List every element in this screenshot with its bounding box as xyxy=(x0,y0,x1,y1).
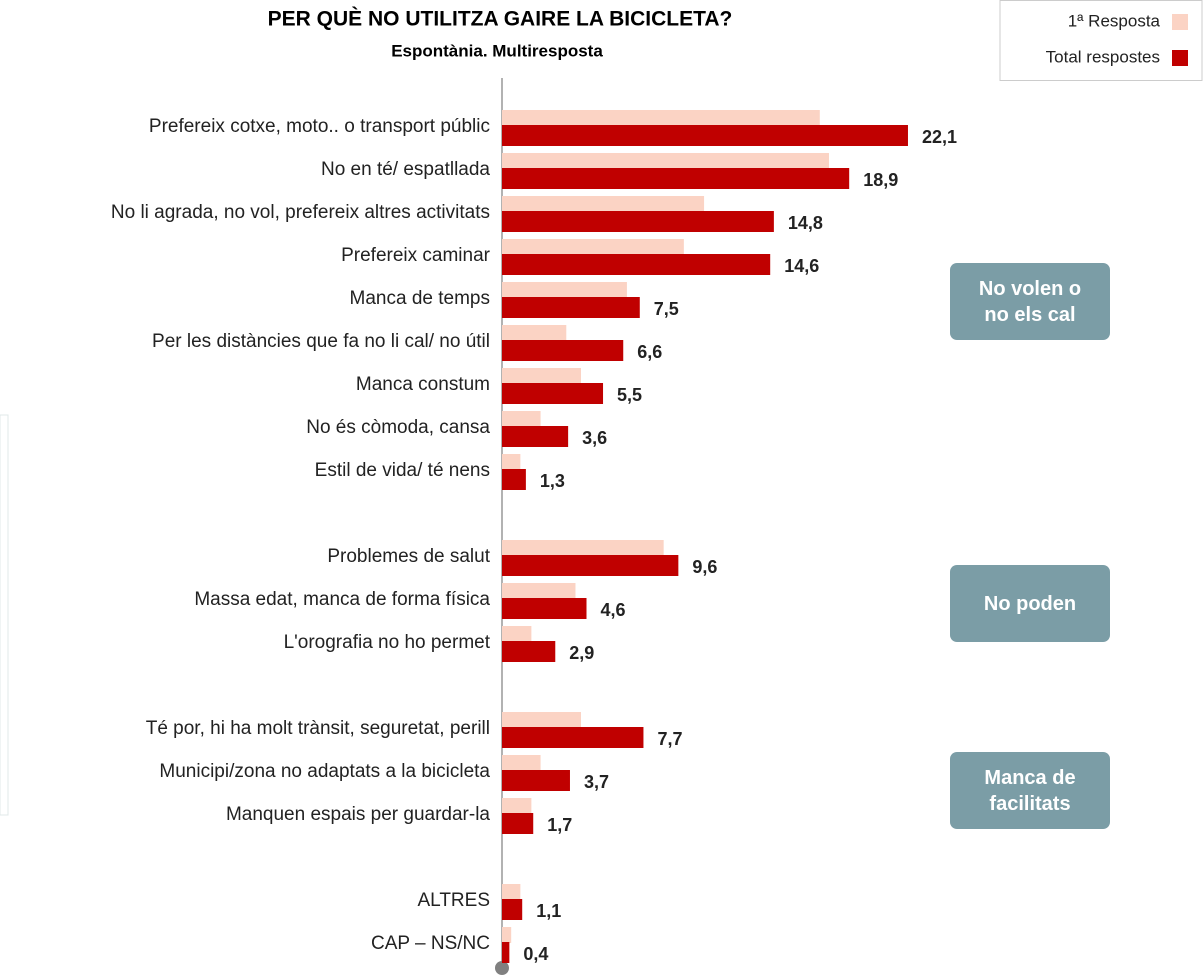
value-label: 14,6 xyxy=(784,256,819,276)
category-label: Prefereix cotxe, moto.. o transport públ… xyxy=(149,116,490,137)
value-label: 1,1 xyxy=(536,901,561,921)
bar-total xyxy=(502,426,569,447)
category-label: Estil de vida/ té nens xyxy=(315,460,490,481)
value-label: 3,7 xyxy=(584,772,609,792)
value-label: 22,1 xyxy=(922,127,957,147)
bar-total xyxy=(502,813,534,834)
legend-swatch xyxy=(1172,50,1188,66)
bar-first xyxy=(502,712,581,728)
category-label: No en té/ espatllada xyxy=(321,159,490,180)
bar-first xyxy=(502,368,581,384)
bar-first xyxy=(502,626,532,642)
value-label: 1,3 xyxy=(540,471,565,491)
bar-total xyxy=(502,383,604,404)
category-label: Massa edat, manca de forma física xyxy=(194,589,490,610)
category-label: Té por, hi ha molt trànsit, seguretat, p… xyxy=(146,718,490,739)
bar-first xyxy=(502,239,684,255)
bar-total xyxy=(502,168,850,189)
value-label: 9,6 xyxy=(692,557,717,577)
category-label: ALTRES xyxy=(417,890,490,911)
value-label: 3,6 xyxy=(582,428,607,448)
category-label: Problemes de salut xyxy=(327,546,490,567)
category-label: No li agrada, no vol, prefereix altres a… xyxy=(111,202,490,223)
bar-total xyxy=(502,727,644,748)
group-label: Manca de facilitats xyxy=(950,752,1110,829)
category-label: No és còmoda, cansa xyxy=(306,417,490,438)
value-label: 5,5 xyxy=(617,385,642,405)
bar-first xyxy=(502,884,521,900)
group-label: No volen o no els cal xyxy=(950,263,1110,340)
bar-total xyxy=(502,125,908,146)
chart-subtitle: Espontània. Multiresposta xyxy=(391,41,603,60)
value-label: 4,6 xyxy=(601,600,626,620)
bar-total xyxy=(502,598,587,619)
category-label: L'orografia no ho permet xyxy=(284,632,491,653)
category-label: Prefereix caminar xyxy=(341,245,491,266)
bar-total xyxy=(502,899,523,920)
legend-swatch xyxy=(1172,14,1188,30)
bar-total xyxy=(502,340,624,361)
bar-first xyxy=(502,196,705,212)
bar-total xyxy=(502,942,510,963)
bar-total xyxy=(502,211,774,232)
chart-title: PER QUÈ NO UTILITZA GAIRE LA BICICLETA? xyxy=(268,8,733,31)
value-label: 14,8 xyxy=(788,213,823,233)
value-label: 7,7 xyxy=(657,729,682,749)
category-label: Municipi/zona no adaptats a la bicicleta xyxy=(159,761,490,782)
bar-first xyxy=(502,798,532,814)
bar-first xyxy=(502,411,541,427)
bar-first xyxy=(502,540,664,556)
bar-first xyxy=(502,583,576,599)
value-label: 2,9 xyxy=(569,643,594,663)
bar-first xyxy=(502,927,512,943)
axis-end xyxy=(495,961,509,975)
value-label: 0,4 xyxy=(523,944,548,964)
bar-first xyxy=(502,755,541,771)
bar-total xyxy=(502,641,556,662)
category-label: CAP – NS/NC xyxy=(371,933,490,954)
category-label: Manca constum xyxy=(356,374,490,395)
category-label: Manquen espais per guardar-la xyxy=(226,804,490,825)
group-label: No poden xyxy=(950,565,1110,642)
bar-first xyxy=(502,110,820,126)
bar-first xyxy=(502,325,567,341)
bar-total xyxy=(502,297,640,318)
value-label: 1,7 xyxy=(547,815,572,835)
bar-total xyxy=(502,770,570,791)
value-label: 6,6 xyxy=(637,342,662,362)
legend-box xyxy=(999,0,1203,81)
value-label: 18,9 xyxy=(863,170,898,190)
bar-first xyxy=(502,153,829,169)
bar-first xyxy=(502,454,521,470)
legend-label: Total respostes xyxy=(1046,47,1160,66)
value-label: 7,5 xyxy=(654,299,679,319)
bar-total xyxy=(502,555,679,576)
bar-first xyxy=(502,282,627,298)
side-panel xyxy=(0,414,9,816)
category-label: Manca de temps xyxy=(350,288,490,309)
legend-label: 1ª Resposta xyxy=(1068,11,1161,30)
bar-total xyxy=(502,469,526,490)
category-label: Per les distàncies que fa no li cal/ no … xyxy=(152,331,490,352)
bar-total xyxy=(502,254,771,275)
